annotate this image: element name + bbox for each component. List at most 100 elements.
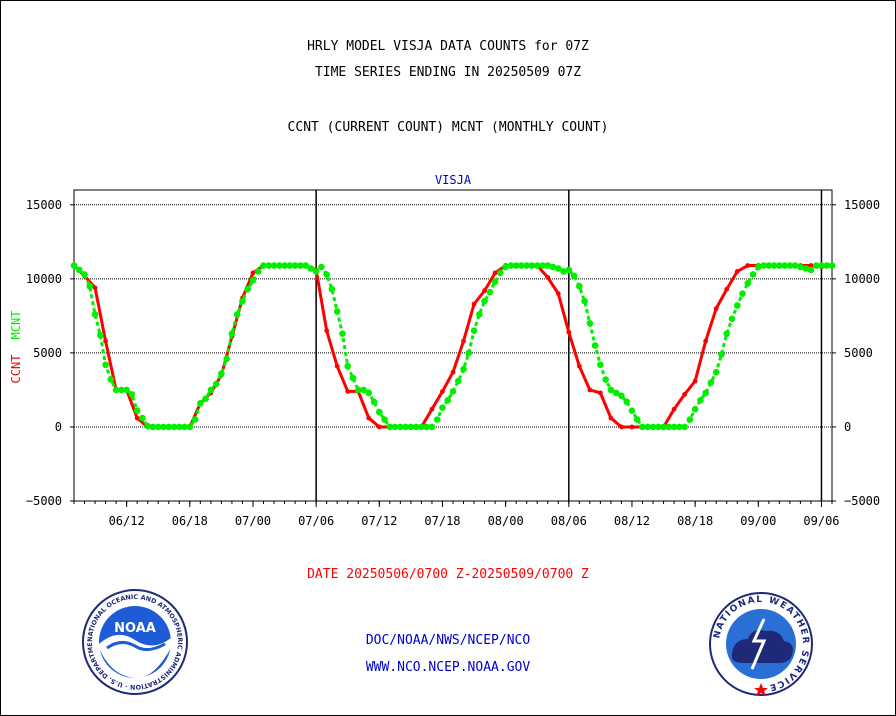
ccnt-point [471,301,477,307]
mcnt-point [718,351,725,358]
ccnt-point [629,424,635,430]
ccnt-point [450,369,456,375]
ccnt-point [555,291,561,297]
ccnt-point [103,338,108,344]
mcnt-point [691,405,699,413]
noaa-logo-text: NOAA [114,621,156,636]
mcnt-point [807,266,815,274]
mcnt-point [365,389,373,397]
mcnt-point [318,263,325,271]
ccnt-point [92,285,98,291]
mcnt-point [297,262,304,269]
ccnt-point [482,288,487,294]
y-tick-label-right: −5000 [844,494,880,508]
mcnt-point [139,414,146,422]
y-tick-label-left: −5000 [26,494,62,508]
ccnt-point [134,415,140,421]
mcnt-point [465,349,473,357]
mcnt-point [502,263,509,271]
mcnt-point [633,416,641,423]
mcnt-point [339,330,346,337]
mcnt-point [623,398,631,406]
mcnt-point [412,423,420,431]
ccnt-point [376,424,382,430]
ccnt-point [366,415,372,421]
mcnt-point [707,379,715,386]
mcnt-point [428,423,436,431]
mcnt-point [739,290,746,297]
ccnt-point [692,378,698,384]
y-tick-label-left: 5000 [33,346,62,360]
mcnt-point [497,269,504,277]
mcnt-point [639,423,646,431]
ccnt-point [724,286,730,292]
mcnt-point [239,297,246,305]
ccnt-point [250,270,256,276]
mcnt-point [102,361,109,369]
mcnt-point [507,262,515,269]
mcnt-point [597,361,604,369]
mcnt-point [776,262,783,269]
x-tick-label: 08/18 [677,514,713,528]
ccnt-point [713,306,719,311]
mcnt-point [760,262,767,269]
mcnt-point [439,404,446,412]
y-tick-label-right: 0 [844,420,851,434]
mcnt-point [576,282,583,290]
mcnt-point [91,311,99,318]
mcnt-point [207,386,215,394]
mcnt-point [165,423,173,431]
ccnt-point [734,269,740,274]
mcnt-point [349,374,357,382]
mcnt-point [112,386,120,394]
mcnt-point [402,423,409,431]
ccnt-point [545,274,551,280]
mcnt-point [170,423,178,431]
mcnt-point [202,395,209,403]
mcnt-point [181,423,188,431]
ccnt-point [597,390,603,396]
mcnt-point [723,330,731,337]
mcnt-point [423,423,430,431]
mcnt-point [254,268,262,275]
ccnt-point [682,391,688,397]
ccnt-point [345,389,351,394]
mcnt-point [660,423,667,431]
website-link[interactable]: WWW.NCO.NCEP.NOAA.GOV [365,660,531,675]
plot-frame [73,189,833,502]
mcnt-point [391,423,399,431]
ccnt-point [671,406,677,412]
x-tick-label: 06/18 [172,514,208,528]
mcnt-point [118,386,125,394]
mcnt-point [823,262,831,269]
mcnt-point [565,266,573,274]
mcnt-point [476,311,483,318]
y-tick-label-right: 5000 [844,346,873,360]
mcnt-point [812,262,820,269]
y-axis-label-mcnt: MCNT [9,311,23,340]
mcnt-point [212,380,220,388]
mcnt-point [676,423,683,431]
x-tick-label: 08/06 [551,514,587,528]
mcnt-point [449,388,457,395]
mcnt-point [397,423,404,431]
mcnt-point [370,398,378,406]
mcnt-point [418,423,425,431]
mcnt-point [197,399,204,407]
mcnt-point [433,416,441,423]
mcnt-point [744,280,752,287]
mcnt-point [802,265,809,272]
mcnt-point [481,297,488,305]
mcnt-point [460,365,467,373]
mcnt-point [128,391,136,398]
chart-subtitle: CCNT (CURRENT COUNT) MCNT (MONTHLY COUNT… [287,120,609,135]
mcnt-point [749,271,757,278]
mcnt-point [328,285,336,293]
mcnt-point [249,277,257,284]
mcnt-point [97,331,104,339]
ccnt-point [492,270,498,276]
mcnt-point [702,389,709,397]
mcnt-point [444,396,452,404]
mcnt-point [607,386,615,394]
